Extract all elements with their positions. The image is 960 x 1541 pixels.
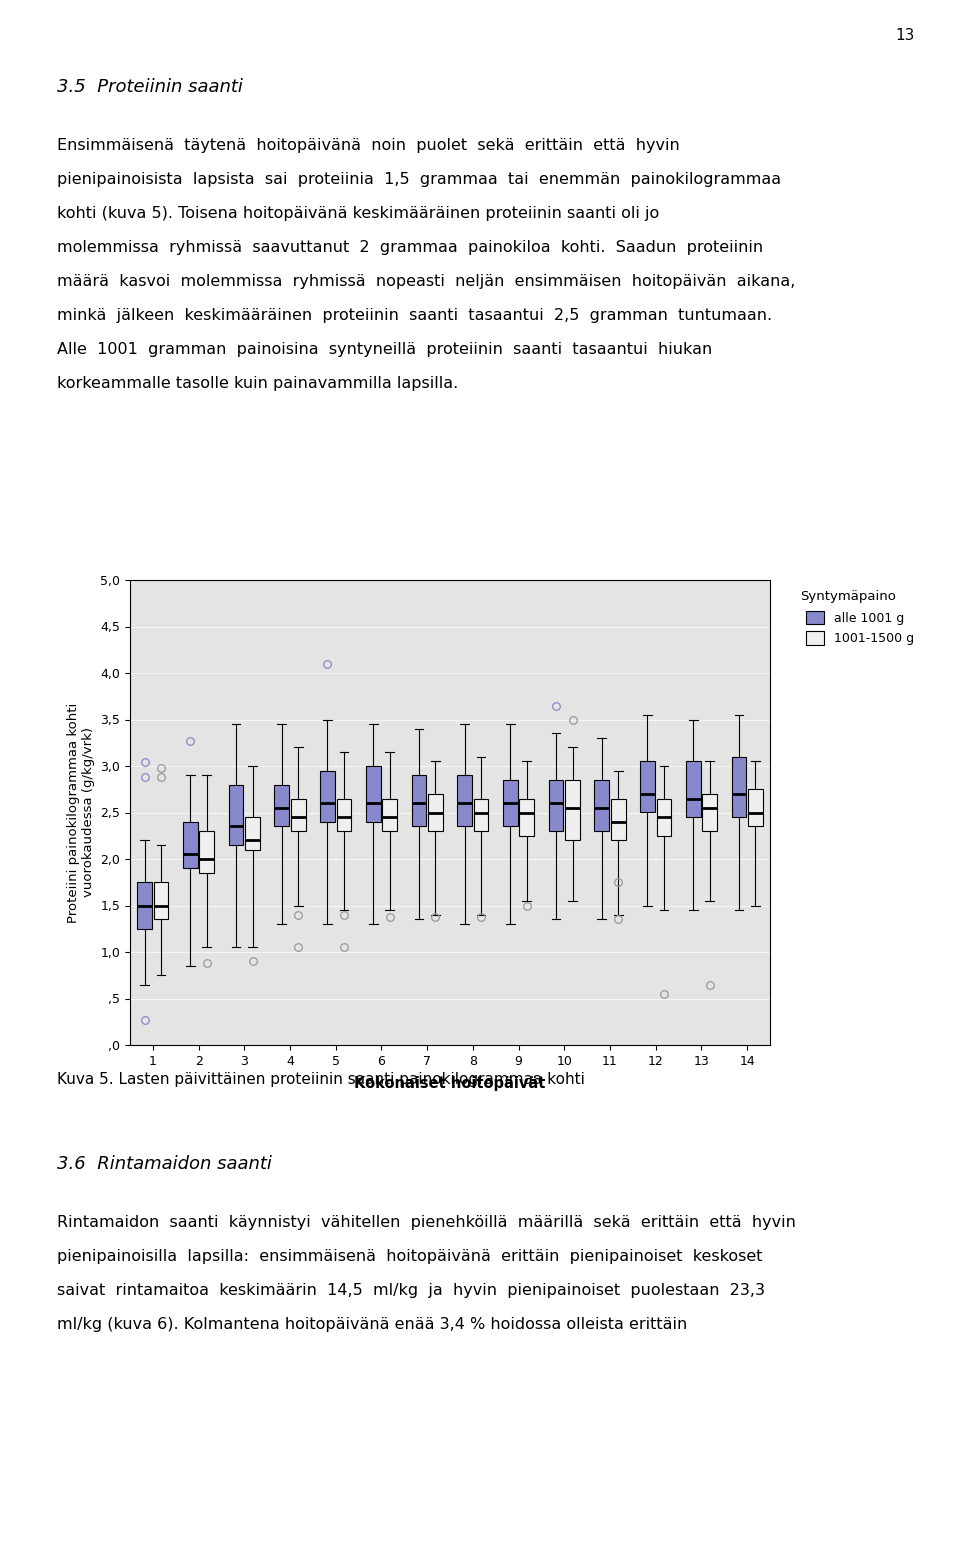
- Bar: [457, 775, 472, 826]
- Text: 13: 13: [895, 28, 914, 43]
- Bar: [640, 761, 655, 812]
- Bar: [321, 770, 335, 821]
- Bar: [200, 831, 214, 872]
- Bar: [549, 780, 564, 831]
- Text: pienipainoisista  lapsista  sai  proteiinia  1,5  grammaa  tai  enemmän  painoki: pienipainoisista lapsista sai proteiinia…: [57, 173, 781, 186]
- Bar: [291, 798, 305, 831]
- Bar: [732, 757, 746, 817]
- Text: molemmissa  ryhmissä  saavuttanut  2  grammaa  painokiloa  kohti.  Saadun  prote: molemmissa ryhmissä saavuttanut 2 gramma…: [57, 240, 763, 254]
- Text: 3.6  Rintamaidon saanti: 3.6 Rintamaidon saanti: [57, 1156, 272, 1173]
- Bar: [565, 780, 580, 840]
- Bar: [503, 780, 517, 826]
- Bar: [685, 761, 701, 817]
- Text: saivat  rintamaitoa  keskimäärin  14,5  ml/kg  ja  hyvin  pienipainoiset  puoles: saivat rintamaitoa keskimäärin 14,5 ml/k…: [57, 1284, 765, 1298]
- Text: Kuva 5. Lasten päivittäinen proteiinin saanti painokilogrammaa kohti: Kuva 5. Lasten päivittäinen proteiinin s…: [57, 1073, 585, 1086]
- Text: määrä  kasvoi  molemmissa  ryhmissä  nopeasti  neljän  ensimmäisen  hoitopäivän : määrä kasvoi molemmissa ryhmissä nopeast…: [57, 274, 796, 290]
- Text: korkeammalle tasolle kuin painavammilla lapsilla.: korkeammalle tasolle kuin painavammilla …: [57, 376, 458, 391]
- Bar: [337, 798, 351, 831]
- Bar: [594, 780, 609, 831]
- Text: Alle  1001  gramman  painoisina  syntyneillä  proteiinin  saanti  tasaantui  hiu: Alle 1001 gramman painoisina syntyneillä…: [57, 342, 712, 358]
- Bar: [611, 798, 626, 840]
- Text: kohti (kuva 5). Toisena hoitopäivänä keskimääräinen proteiinin saanti oli jo: kohti (kuva 5). Toisena hoitopäivänä kes…: [57, 206, 660, 220]
- Bar: [519, 798, 534, 835]
- Bar: [382, 798, 397, 831]
- Bar: [474, 798, 489, 831]
- Bar: [245, 817, 260, 849]
- Text: Ensimmäisenä  täytenä  hoitopäivänä  noin  puolet  sekä  erittäin  että  hyvin: Ensimmäisenä täytenä hoitopäivänä noin p…: [57, 139, 680, 153]
- Text: 3.5  Proteiinin saanti: 3.5 Proteiinin saanti: [57, 79, 243, 96]
- Bar: [228, 784, 244, 844]
- Text: ml/kg (kuva 6). Kolmantena hoitopäivänä enää 3,4 % hoidossa olleista erittäin: ml/kg (kuva 6). Kolmantena hoitopäivänä …: [57, 1318, 687, 1331]
- Bar: [412, 775, 426, 826]
- Text: minkä  jälkeen  keskimääräinen  proteiinin  saanti  tasaantui  2,5  gramman  tun: minkä jälkeen keskimääräinen proteiinin …: [57, 308, 772, 324]
- Bar: [154, 883, 168, 920]
- Text: pienipainoisilla  lapsilla:  ensimmäisenä  hoitopäivänä  erittäin  pienipainoise: pienipainoisilla lapsilla: ensimmäisenä …: [57, 1250, 762, 1264]
- Bar: [275, 784, 289, 826]
- Bar: [183, 821, 198, 868]
- Bar: [748, 789, 762, 826]
- Bar: [366, 766, 380, 821]
- Text: Syntymäpaino: Syntymäpaino: [800, 590, 896, 603]
- Bar: [657, 798, 671, 835]
- Y-axis label: Proteiini painokilogrammaa kohti
vuorokaudessa (g/kg/vrk): Proteiini painokilogrammaa kohti vuoroka…: [67, 703, 95, 923]
- Bar: [137, 883, 152, 929]
- X-axis label: Kokonaiset hoitopäivät: Kokonaiset hoitopäivät: [354, 1076, 545, 1091]
- Bar: [703, 794, 717, 831]
- Legend: alle 1001 g, 1001-1500 g: alle 1001 g, 1001-1500 g: [806, 610, 914, 644]
- Bar: [428, 794, 443, 831]
- Text: Rintamaidon  saanti  käynnistyi  vähitellen  pienehköillä  määrillä  sekä  eritt: Rintamaidon saanti käynnistyi vähitellen…: [57, 1214, 796, 1230]
